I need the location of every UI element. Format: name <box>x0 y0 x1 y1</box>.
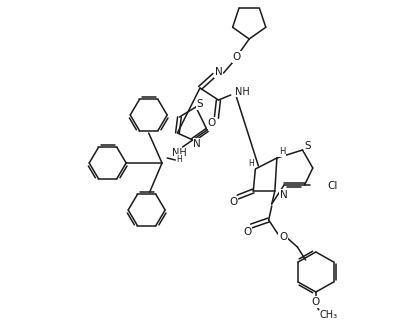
Text: S: S <box>196 99 203 109</box>
Text: NH: NH <box>234 87 249 97</box>
Text: H: H <box>176 154 182 163</box>
Text: H: H <box>248 159 253 169</box>
Text: O: O <box>232 52 241 62</box>
Text: O: O <box>311 297 319 307</box>
Text: H: H <box>278 147 284 156</box>
Text: N: N <box>279 190 287 200</box>
Text: S: S <box>304 141 310 151</box>
Text: O: O <box>243 227 251 237</box>
Text: Cl: Cl <box>326 181 337 191</box>
Text: N: N <box>214 67 222 77</box>
Text: O: O <box>278 232 286 242</box>
Text: N: N <box>192 139 200 149</box>
Text: NH: NH <box>172 148 186 158</box>
Text: O: O <box>207 118 215 128</box>
Text: CH₃: CH₃ <box>319 310 337 320</box>
Text: O: O <box>229 197 237 207</box>
